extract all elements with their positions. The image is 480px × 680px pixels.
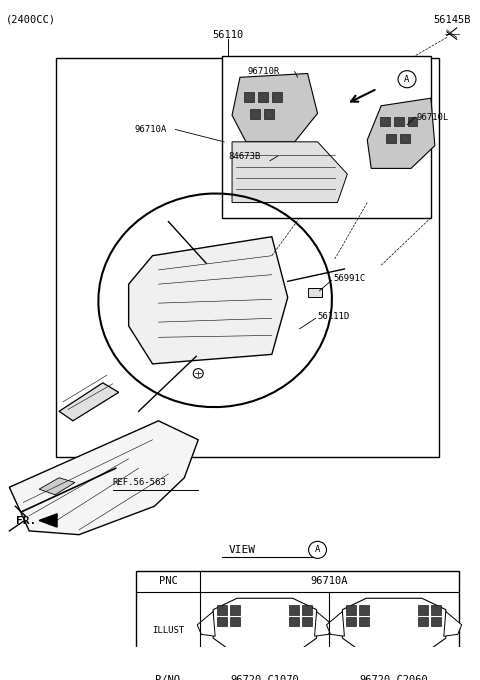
Polygon shape: [129, 237, 288, 364]
FancyBboxPatch shape: [271, 656, 278, 661]
Text: 56111D: 56111D: [318, 312, 350, 321]
FancyBboxPatch shape: [251, 109, 260, 118]
Polygon shape: [59, 383, 119, 421]
Circle shape: [309, 541, 326, 558]
Text: FR.: FR.: [16, 516, 36, 526]
FancyBboxPatch shape: [346, 605, 356, 615]
FancyBboxPatch shape: [272, 92, 282, 101]
Text: 96710L: 96710L: [417, 113, 449, 122]
Polygon shape: [314, 611, 333, 636]
Text: REF.56-563: REF.56-563: [113, 478, 167, 487]
Text: 56145B: 56145B: [433, 15, 471, 24]
Polygon shape: [232, 142, 348, 203]
FancyBboxPatch shape: [308, 288, 322, 297]
Text: 56991C: 56991C: [334, 274, 366, 283]
Text: VIEW: VIEW: [229, 545, 256, 555]
Polygon shape: [232, 73, 318, 142]
FancyBboxPatch shape: [394, 117, 404, 126]
Text: 96720-C2060: 96720-C2060: [360, 675, 429, 680]
FancyBboxPatch shape: [432, 617, 441, 626]
Text: 96720-C1070: 96720-C1070: [230, 675, 299, 680]
Text: PNC: PNC: [158, 576, 177, 586]
Polygon shape: [39, 514, 57, 527]
FancyBboxPatch shape: [222, 56, 431, 218]
FancyBboxPatch shape: [289, 605, 299, 615]
Text: A: A: [315, 545, 320, 554]
Text: 56110: 56110: [213, 30, 244, 40]
Text: ILLUST: ILLUST: [152, 626, 184, 635]
Text: P/NO: P/NO: [156, 675, 180, 680]
FancyBboxPatch shape: [258, 92, 268, 101]
FancyBboxPatch shape: [302, 617, 312, 626]
Circle shape: [193, 369, 203, 378]
Polygon shape: [9, 421, 198, 534]
FancyBboxPatch shape: [419, 617, 429, 626]
Polygon shape: [213, 598, 316, 656]
FancyBboxPatch shape: [289, 617, 299, 626]
FancyBboxPatch shape: [359, 617, 369, 626]
FancyBboxPatch shape: [432, 605, 441, 615]
Text: A: A: [404, 75, 410, 84]
FancyBboxPatch shape: [244, 92, 254, 101]
FancyBboxPatch shape: [251, 656, 258, 661]
FancyBboxPatch shape: [346, 617, 356, 626]
Polygon shape: [326, 611, 344, 636]
FancyBboxPatch shape: [419, 605, 429, 615]
FancyBboxPatch shape: [380, 656, 387, 661]
Polygon shape: [367, 98, 435, 169]
Text: 96710A: 96710A: [311, 576, 348, 586]
Circle shape: [398, 71, 416, 88]
FancyBboxPatch shape: [229, 617, 240, 626]
FancyBboxPatch shape: [399, 134, 409, 143]
FancyBboxPatch shape: [264, 109, 274, 118]
FancyBboxPatch shape: [229, 605, 240, 615]
FancyBboxPatch shape: [400, 656, 407, 661]
FancyBboxPatch shape: [216, 617, 227, 626]
FancyBboxPatch shape: [136, 571, 459, 680]
Text: 96710A: 96710A: [134, 125, 167, 134]
FancyBboxPatch shape: [385, 134, 396, 143]
Text: (2400CC): (2400CC): [6, 15, 56, 24]
Text: 96710R: 96710R: [248, 67, 280, 76]
FancyBboxPatch shape: [359, 605, 369, 615]
Polygon shape: [444, 611, 462, 636]
FancyBboxPatch shape: [302, 605, 312, 615]
Polygon shape: [39, 478, 75, 495]
FancyBboxPatch shape: [216, 605, 227, 615]
Polygon shape: [197, 611, 215, 636]
FancyBboxPatch shape: [380, 117, 390, 126]
Text: 84673B: 84673B: [228, 152, 260, 160]
Polygon shape: [342, 598, 446, 656]
FancyBboxPatch shape: [408, 117, 418, 126]
